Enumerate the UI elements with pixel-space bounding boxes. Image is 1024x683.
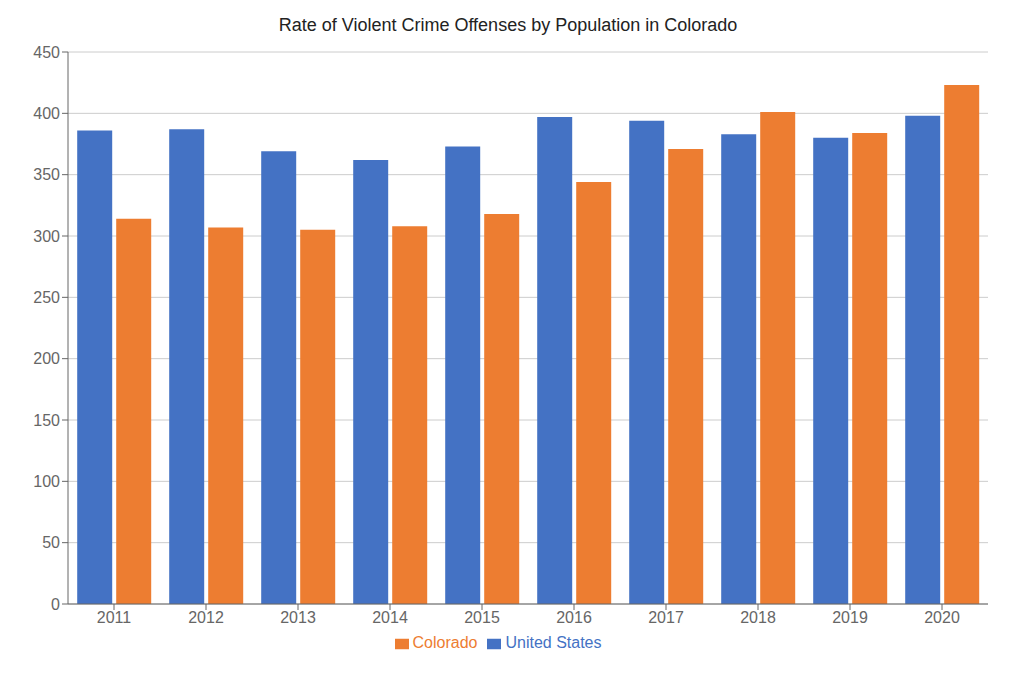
svg-text:400: 400 [33,105,60,122]
svg-text:2016: 2016 [556,609,592,626]
svg-text:2020: 2020 [924,609,960,626]
svg-text:2013: 2013 [280,609,316,626]
svg-text:150: 150 [33,412,60,429]
svg-text:2014: 2014 [372,609,408,626]
svg-text:200: 200 [33,350,60,367]
svg-text:250: 250 [33,289,60,306]
svg-text:2015: 2015 [464,609,500,626]
html-text:Rate of Violent Crime Offenses: Rate of Violent Crime Offenses by Popula… [278,15,738,35]
svg-text:2017: 2017 [648,609,684,626]
html-text:United States: United States [505,634,602,651]
svg-text:350: 350 [33,166,60,183]
svg-text:50: 50 [42,534,60,551]
svg-text:450: 450 [33,44,60,61]
svg-text:2012: 2012 [188,609,224,626]
html-text:Colorado: Colorado [412,634,478,651]
svg-text:2019: 2019 [832,609,868,626]
svg-text:2018: 2018 [740,609,776,626]
svg-text:0: 0 [51,596,60,613]
svg-text:100: 100 [33,473,60,490]
svg-text:300: 300 [33,228,60,245]
svg-text:2011: 2011 [97,609,132,626]
